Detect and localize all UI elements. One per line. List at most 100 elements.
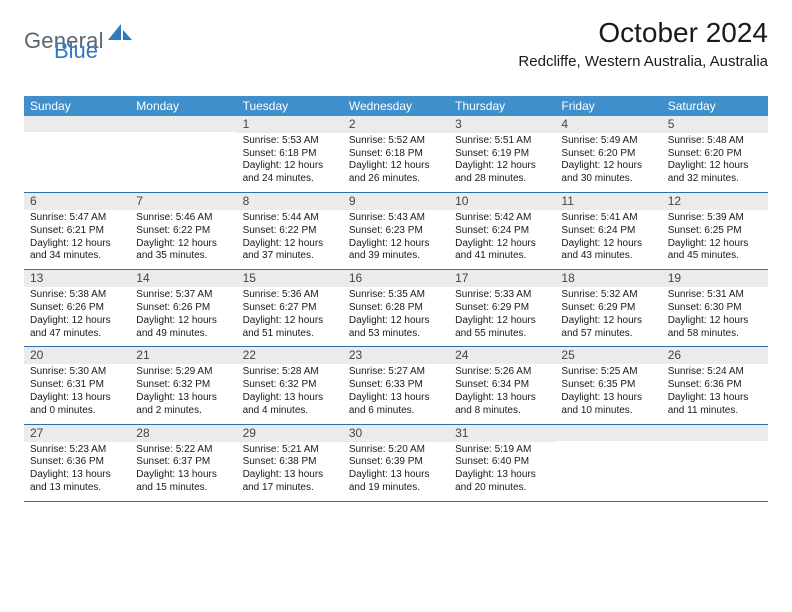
daylight-line2: and 6 minutes. [349,405,445,418]
day-body: Sunrise: 5:53 AMSunset: 6:18 PMDaylight:… [237,133,343,192]
sunset-text: Sunset: 6:37 PM [136,456,232,469]
sunrise-text: Sunrise: 5:35 AM [349,289,445,302]
sunset-text: Sunset: 6:27 PM [243,302,339,315]
sunrise-text: Sunrise: 5:23 AM [30,444,126,457]
sunset-text: Sunset: 6:23 PM [349,225,445,238]
sunset-text: Sunset: 6:36 PM [30,456,126,469]
daylight-line1: Daylight: 13 hours [30,392,126,405]
day-body: Sunrise: 5:44 AMSunset: 6:22 PMDaylight:… [237,210,343,269]
daylight-line1: Daylight: 13 hours [561,392,657,405]
sunset-text: Sunset: 6:24 PM [455,225,551,238]
daylight-line2: and 58 minutes. [668,328,764,341]
day-body: Sunrise: 5:24 AMSunset: 6:36 PMDaylight:… [662,364,768,423]
daylight-line2: and 8 minutes. [455,405,551,418]
day-body: Sunrise: 5:35 AMSunset: 6:28 PMDaylight:… [343,287,449,346]
day-cell: 7Sunrise: 5:46 AMSunset: 6:22 PMDaylight… [130,193,236,269]
sunset-text: Sunset: 6:26 PM [136,302,232,315]
sunset-text: Sunset: 6:21 PM [30,225,126,238]
daylight-line1: Daylight: 13 hours [30,469,126,482]
sunrise-text: Sunrise: 5:19 AM [455,444,551,457]
sunrise-text: Sunrise: 5:21 AM [243,444,339,457]
day-cell: 3Sunrise: 5:51 AMSunset: 6:19 PMDaylight… [449,116,555,192]
daylight-line2: and 2 minutes. [136,405,232,418]
sunrise-text: Sunrise: 5:37 AM [136,289,232,302]
calendar: Sunday Monday Tuesday Wednesday Thursday… [24,96,768,502]
daylight-line1: Daylight: 13 hours [349,392,445,405]
day-number-empty [130,116,236,132]
dow-friday: Friday [555,96,661,116]
day-cell: 30Sunrise: 5:20 AMSunset: 6:39 PMDayligh… [343,425,449,501]
sunrise-text: Sunrise: 5:20 AM [349,444,445,457]
daylight-line1: Daylight: 12 hours [455,315,551,328]
day-number-empty [555,425,661,441]
sunset-text: Sunset: 6:30 PM [668,302,764,315]
day-cell: 25Sunrise: 5:25 AMSunset: 6:35 PMDayligh… [555,347,661,423]
daylight-line2: and 45 minutes. [668,250,764,263]
day-cell: 29Sunrise: 5:21 AMSunset: 6:38 PMDayligh… [237,425,343,501]
daylight-line2: and 19 minutes. [349,482,445,495]
day-body: Sunrise: 5:38 AMSunset: 6:26 PMDaylight:… [24,287,130,346]
day-cell: 11Sunrise: 5:41 AMSunset: 6:24 PMDayligh… [555,193,661,269]
day-body: Sunrise: 5:25 AMSunset: 6:35 PMDaylight:… [555,364,661,423]
sunset-text: Sunset: 6:22 PM [136,225,232,238]
day-body: Sunrise: 5:26 AMSunset: 6:34 PMDaylight:… [449,364,555,423]
day-body: Sunrise: 5:23 AMSunset: 6:36 PMDaylight:… [24,442,130,501]
day-cell: 10Sunrise: 5:42 AMSunset: 6:24 PMDayligh… [449,193,555,269]
sunrise-text: Sunrise: 5:52 AM [349,135,445,148]
brand-sail-icon [108,24,132,45]
brand-blue-wrap: Blue [54,38,98,64]
day-number: 14 [130,270,236,287]
daylight-line1: Daylight: 12 hours [30,315,126,328]
sunset-text: Sunset: 6:31 PM [30,379,126,392]
day-cell: 14Sunrise: 5:37 AMSunset: 6:26 PMDayligh… [130,270,236,346]
sunrise-text: Sunrise: 5:39 AM [668,212,764,225]
day-cell: 2Sunrise: 5:52 AMSunset: 6:18 PMDaylight… [343,116,449,192]
daylight-line1: Daylight: 12 hours [561,315,657,328]
day-body: Sunrise: 5:33 AMSunset: 6:29 PMDaylight:… [449,287,555,346]
sunset-text: Sunset: 6:28 PM [349,302,445,315]
sunset-text: Sunset: 6:22 PM [243,225,339,238]
day-body: Sunrise: 5:52 AMSunset: 6:18 PMDaylight:… [343,133,449,192]
sunset-text: Sunset: 6:35 PM [561,379,657,392]
day-cell: 26Sunrise: 5:24 AMSunset: 6:36 PMDayligh… [662,347,768,423]
sunrise-text: Sunrise: 5:51 AM [455,135,551,148]
daylight-line1: Daylight: 13 hours [668,392,764,405]
page-title: October 2024 [518,18,768,49]
sunset-text: Sunset: 6:36 PM [668,379,764,392]
daylight-line1: Daylight: 12 hours [243,315,339,328]
daylight-line2: and 35 minutes. [136,250,232,263]
daylight-line1: Daylight: 12 hours [136,238,232,251]
day-number: 27 [24,425,130,442]
sunset-text: Sunset: 6:33 PM [349,379,445,392]
dow-monday: Monday [130,96,236,116]
daylight-line2: and 34 minutes. [30,250,126,263]
daylight-line2: and 13 minutes. [30,482,126,495]
sunrise-text: Sunrise: 5:38 AM [30,289,126,302]
day-cell: 17Sunrise: 5:33 AMSunset: 6:29 PMDayligh… [449,270,555,346]
daylight-line2: and 17 minutes. [243,482,339,495]
day-number: 8 [237,193,343,210]
day-number: 30 [343,425,449,442]
day-number: 9 [343,193,449,210]
sunrise-text: Sunrise: 5:47 AM [30,212,126,225]
sunset-text: Sunset: 6:29 PM [561,302,657,315]
sunrise-text: Sunrise: 5:43 AM [349,212,445,225]
day-body-empty [130,132,236,188]
sunrise-text: Sunrise: 5:42 AM [455,212,551,225]
day-body: Sunrise: 5:28 AMSunset: 6:32 PMDaylight:… [237,364,343,423]
sunset-text: Sunset: 6:38 PM [243,456,339,469]
day-number: 3 [449,116,555,133]
day-body: Sunrise: 5:48 AMSunset: 6:20 PMDaylight:… [662,133,768,192]
daylight-line2: and 4 minutes. [243,405,339,418]
daylight-line1: Daylight: 12 hours [243,238,339,251]
daylight-line2: and 15 minutes. [136,482,232,495]
day-cell: 6Sunrise: 5:47 AMSunset: 6:21 PMDaylight… [24,193,130,269]
daylight-line1: Daylight: 13 hours [349,469,445,482]
sunset-text: Sunset: 6:26 PM [30,302,126,315]
day-body: Sunrise: 5:22 AMSunset: 6:37 PMDaylight:… [130,442,236,501]
dow-saturday: Saturday [662,96,768,116]
daylight-line1: Daylight: 12 hours [243,160,339,173]
daylight-line1: Daylight: 12 hours [349,315,445,328]
daylight-line2: and 47 minutes. [30,328,126,341]
day-body: Sunrise: 5:19 AMSunset: 6:40 PMDaylight:… [449,442,555,501]
